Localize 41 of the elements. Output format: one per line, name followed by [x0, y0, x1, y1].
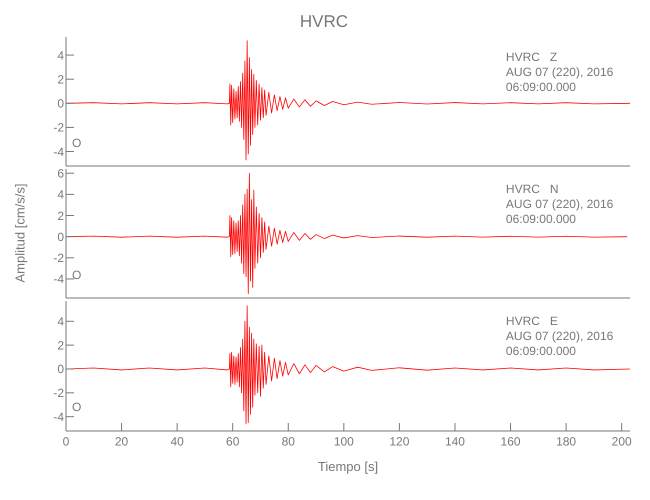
annotation: AUG 07 (220), 2016 — [506, 197, 614, 212]
y-tick-label: 2 — [57, 72, 64, 86]
y-tick-label: 0 — [57, 96, 64, 111]
x-tick-label: 40 — [170, 434, 184, 449]
x-axis-title: Tiempo [s] — [318, 459, 378, 474]
x-tick-label: 200 — [612, 434, 632, 449]
x-tick-label: 140 — [444, 434, 466, 449]
chart-title: HVRC — [298, 11, 350, 33]
x-tick-label: 20 — [114, 434, 129, 449]
y-tick-label: 0 — [57, 230, 64, 244]
annotation: AUG 07 (220), 2016 — [506, 65, 614, 80]
y-tick-label: -2 — [53, 386, 64, 400]
x-tick-label: 100 — [334, 434, 354, 449]
annotation: 06:09:00.000 — [506, 212, 577, 227]
annotation: 06:09:00.000 — [506, 344, 577, 359]
x-tick-label: 80 — [282, 434, 296, 449]
y-tick-label: 6 — [57, 166, 64, 180]
x-tick-label: 160 — [500, 434, 521, 449]
y-tick-label: -4 — [53, 272, 64, 286]
annotation: O — [72, 400, 82, 414]
annotation: O — [72, 268, 82, 282]
y-axis-title: Amplitud [cm/s/s] — [12, 184, 28, 282]
annotation: HVRC N — [506, 182, 560, 197]
y-tick-label: 2 — [57, 338, 64, 352]
annotation: O — [72, 136, 82, 150]
annotation: AUG 07 (220), 2016 — [506, 329, 614, 344]
y-tick-label: 0 — [57, 362, 64, 376]
x-tick-label: 120 — [389, 434, 410, 449]
y-tick-label: -2 — [53, 251, 64, 266]
x-tick-label: 60 — [226, 434, 240, 449]
x-tick-label: 180 — [556, 434, 576, 449]
y-tick-label: -4 — [53, 410, 64, 424]
y-tick-label: 4 — [57, 188, 64, 202]
annotation: HVRC Z — [506, 50, 558, 65]
annotation: HVRC E — [506, 314, 559, 329]
y-tick-label: 4 — [57, 48, 64, 62]
annotation: 06:09:00.000 — [506, 80, 577, 95]
y-tick-label: -4 — [53, 144, 64, 159]
y-tick-label: -2 — [53, 120, 64, 135]
y-tick-label: 4 — [57, 314, 64, 329]
y-tick-label: 2 — [57, 208, 64, 223]
